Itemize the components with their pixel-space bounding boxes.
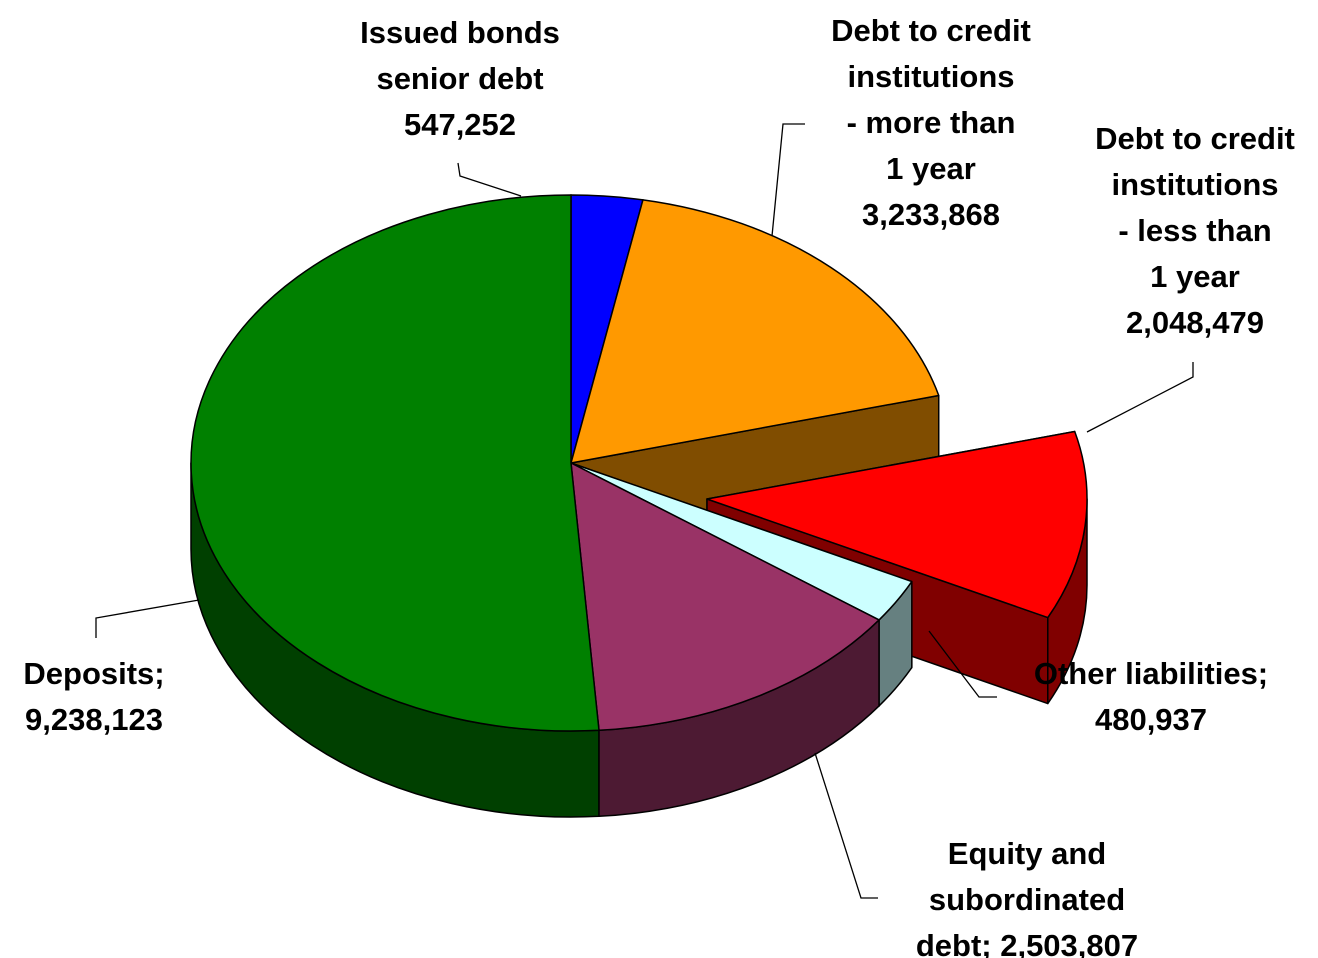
slice-deposits [190, 194, 600, 732]
leader-equity [814, 752, 878, 899]
label-equity-and-subordinated-debt: Equity and subordinated debt; 2,503,807 [916, 836, 1138, 958]
label-deposits: Deposits; 9,238,123 [23, 656, 164, 737]
leader-other-liabilities [928, 630, 997, 698]
slice-equity-and-subordinated-debt [570, 462, 880, 732]
label-line: institutions [1111, 167, 1278, 202]
label-line: 3,233,868 [862, 197, 1000, 232]
label-line: institutions [847, 59, 1014, 94]
label-line: debt; 2,503,807 [916, 928, 1138, 958]
leader-lines [95, 123, 1194, 899]
pie-tops [190, 194, 1088, 732]
data-labels: Issued bonds senior debt 547,252 Debt to cr… [23, 13, 1295, 958]
label-other-liabilities: Other liabilities; 480,937 [1034, 656, 1268, 737]
label-line: subordinated [929, 882, 1125, 917]
label-line: - more than [847, 105, 1016, 140]
label-line: Equity and [948, 836, 1106, 871]
label-line: 547,252 [404, 107, 516, 142]
slice-debt-to-credit-institutions-less-than-1-year [706, 430, 1088, 619]
label-line: Issued bonds [360, 15, 560, 50]
leader-issued-bonds [457, 162, 522, 197]
label-line: 480,937 [1095, 702, 1207, 737]
leader-debt-more [771, 123, 805, 237]
label-line: 1 year [886, 151, 976, 186]
leader-deposits [95, 599, 200, 638]
slice-debt-to-credit-institutions-more-than-1-year [570, 199, 940, 464]
label-issued-bonds-senior-debt: Issued bonds senior debt 547,252 [360, 15, 560, 142]
label-line: senior debt [376, 61, 543, 96]
label-line: Other liabilities; [1034, 656, 1268, 691]
label-line: - less than [1118, 213, 1271, 248]
label-debt-to-credit-institutions-less-than-1-year: Debt to credit institutions - less than 1 y… [1095, 121, 1295, 340]
label-line: 2,048,479 [1126, 305, 1264, 340]
label-line: 1 year [1150, 259, 1240, 294]
label-line: Deposits; [23, 656, 164, 691]
label-line: Debt to credit [1095, 121, 1295, 156]
leader-debt-less [1086, 362, 1194, 433]
label-line: Debt to credit [831, 13, 1031, 48]
label-line: 9,238,123 [25, 702, 163, 737]
label-debt-to-credit-institutions-more-than-1-year: Debt to credit institutions - more than 1 y… [831, 13, 1031, 232]
